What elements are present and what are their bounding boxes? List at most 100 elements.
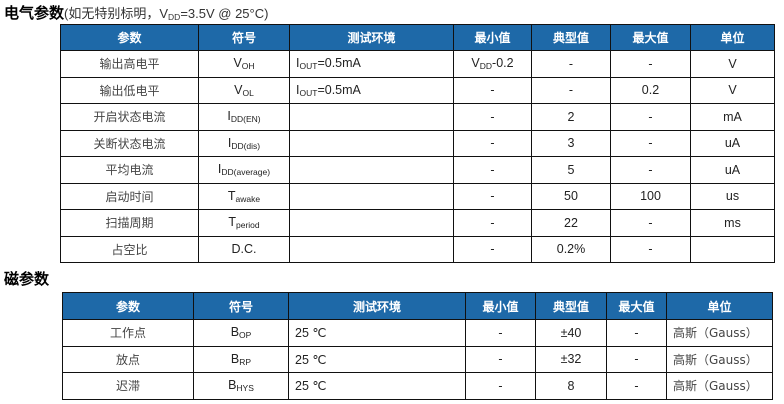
symbol-cell: IDD(EN)	[198, 103, 290, 131]
max-cell: -	[610, 129, 691, 157]
condition-cell: 25 ℃	[288, 319, 466, 347]
condition-cell	[289, 129, 454, 157]
column-header: 参数	[62, 292, 194, 320]
min-cell: -	[453, 76, 532, 104]
column-header: 最小值	[465, 292, 536, 320]
unit-cell: uA	[690, 129, 775, 157]
table-row: 开启状态电流 IDD(EN) - 2 - mA	[60, 103, 775, 131]
column-header: 典型值	[535, 292, 607, 320]
condition-cell: IOUT=0.5mA	[289, 76, 454, 104]
typ-cell: 22	[531, 209, 611, 237]
param-cell: 关断状态电流	[60, 129, 199, 157]
max-cell: 0.2	[610, 76, 691, 104]
symbol-cell: VOH	[198, 50, 290, 78]
table-row: 扫描周期 Tperiod - 22 - ms	[60, 209, 775, 237]
condition-cell	[289, 103, 454, 131]
column-header: 单位	[666, 292, 773, 320]
condition-cell: IOUT=0.5mA	[289, 50, 454, 78]
symbol-cell: VOL	[198, 76, 290, 104]
table-row: 平均电流 IDD(average) - 5 - uA	[60, 156, 775, 184]
max-cell: 100	[610, 182, 691, 210]
max-cell: -	[606, 319, 667, 347]
min-cell: -	[453, 156, 532, 184]
param-cell: 工作点	[62, 319, 194, 347]
min-cell: -	[453, 129, 532, 157]
magnetic-title: 磁参数	[4, 270, 50, 288]
typ-cell: 50	[531, 182, 611, 210]
unit-cell: us	[690, 182, 775, 210]
table-row: 输出低电平 VOL IOUT=0.5mA - - 0.2 V	[60, 76, 775, 104]
param-cell: 扫描周期	[60, 209, 199, 237]
max-cell: -	[610, 103, 691, 131]
column-header: 测试环境	[288, 292, 466, 320]
min-cell: -	[465, 319, 536, 347]
typ-cell: ±32	[535, 345, 607, 373]
param-cell: 迟滞	[62, 372, 194, 400]
electrical-table: 参数 符号 测试环境 最小值 典型值 最大值 单位 输出高电平 VOH IOUT=0.5mA…	[60, 24, 775, 263]
min-cell: -	[465, 372, 536, 400]
max-cell: -	[606, 372, 667, 400]
condition-cell	[289, 182, 454, 210]
param-cell: 占空比	[60, 235, 199, 263]
symbol-cell: IDD(average)	[198, 156, 290, 184]
symbol-cell: Tawake	[198, 182, 290, 210]
symbol-cell: BOP	[193, 319, 289, 347]
symbol-cell: BHYS	[193, 372, 289, 400]
typ-cell: 5	[531, 156, 611, 184]
param-cell: 启动时间	[60, 182, 199, 210]
unit-cell: 高斯（Gauss）	[666, 319, 773, 347]
min-cell: -	[453, 235, 532, 263]
condition-cell	[289, 209, 454, 237]
unit-cell: 高斯（Gauss）	[666, 372, 773, 400]
table-row: 启动时间 Tawake - 50 100 us	[60, 182, 775, 210]
typ-cell: 0.2%	[531, 235, 611, 263]
column-header: 单位	[690, 24, 775, 51]
column-header: 典型值	[531, 24, 611, 51]
max-cell: -	[610, 235, 691, 263]
electrical-title: 电气参数(如无特别标明，VDD=3.5V @ 25°C)	[4, 4, 269, 22]
table-row: 放点 BRP 25 ℃ - ±32 - 高斯（Gauss）	[62, 345, 773, 373]
table-row: 关断状态电流 IDD(dis) - 3 - uA	[60, 129, 775, 157]
unit-cell	[690, 235, 775, 263]
unit-cell: ms	[690, 209, 775, 237]
typ-cell: -	[531, 50, 611, 78]
table-row: 输出高电平 VOH IOUT=0.5mA VDD-0.2 - - V	[60, 50, 775, 78]
unit-cell: V	[690, 76, 775, 104]
column-header: 符号	[198, 24, 290, 51]
column-header: 测试环境	[289, 24, 454, 51]
unit-cell: uA	[690, 156, 775, 184]
min-cell: VDD-0.2	[453, 50, 532, 78]
unit-cell: 高斯（Gauss）	[666, 345, 773, 373]
electrical-note: (如无特别标明，VDD=3.5V @ 25°C)	[64, 6, 269, 22]
max-cell: -	[606, 345, 667, 373]
column-header: 最小值	[453, 24, 532, 51]
column-header: 最大值	[606, 292, 667, 320]
symbol-cell: BRP	[193, 345, 289, 373]
condition-cell	[289, 235, 454, 263]
param-cell: 开启状态电流	[60, 103, 199, 131]
condition-cell	[289, 156, 454, 184]
typ-cell: 8	[535, 372, 607, 400]
max-cell: -	[610, 209, 691, 237]
typ-cell: 2	[531, 103, 611, 131]
param-cell: 输出低电平	[60, 76, 199, 104]
table-row: 工作点 BOP 25 ℃ - ±40 - 高斯（Gauss）	[62, 319, 773, 347]
magnetic-table: 参数 符号 测试环境 最小值 典型值 最大值 单位 工作点 BOP 25 ℃ - ±40 -…	[62, 292, 773, 400]
condition-cell: 25 ℃	[288, 345, 466, 373]
min-cell: -	[453, 103, 532, 131]
condition-cell: 25 ℃	[288, 372, 466, 400]
param-cell: 平均电流	[60, 156, 199, 184]
max-cell: -	[610, 156, 691, 184]
table-row: 占空比 D.C. - 0.2% -	[60, 235, 775, 263]
symbol-cell: IDD(dis)	[198, 129, 290, 157]
symbol-cell: D.C.	[198, 235, 290, 263]
symbol-cell: Tperiod	[198, 209, 290, 237]
typ-cell: -	[531, 76, 611, 104]
unit-cell: mA	[690, 103, 775, 131]
param-cell: 输出高电平	[60, 50, 199, 78]
column-header: 最大值	[610, 24, 691, 51]
unit-cell: V	[690, 50, 775, 78]
typ-cell: 3	[531, 129, 611, 157]
min-cell: -	[453, 182, 532, 210]
table-row: 迟滞 BHYS 25 ℃ - 8 - 高斯（Gauss）	[62, 372, 773, 400]
